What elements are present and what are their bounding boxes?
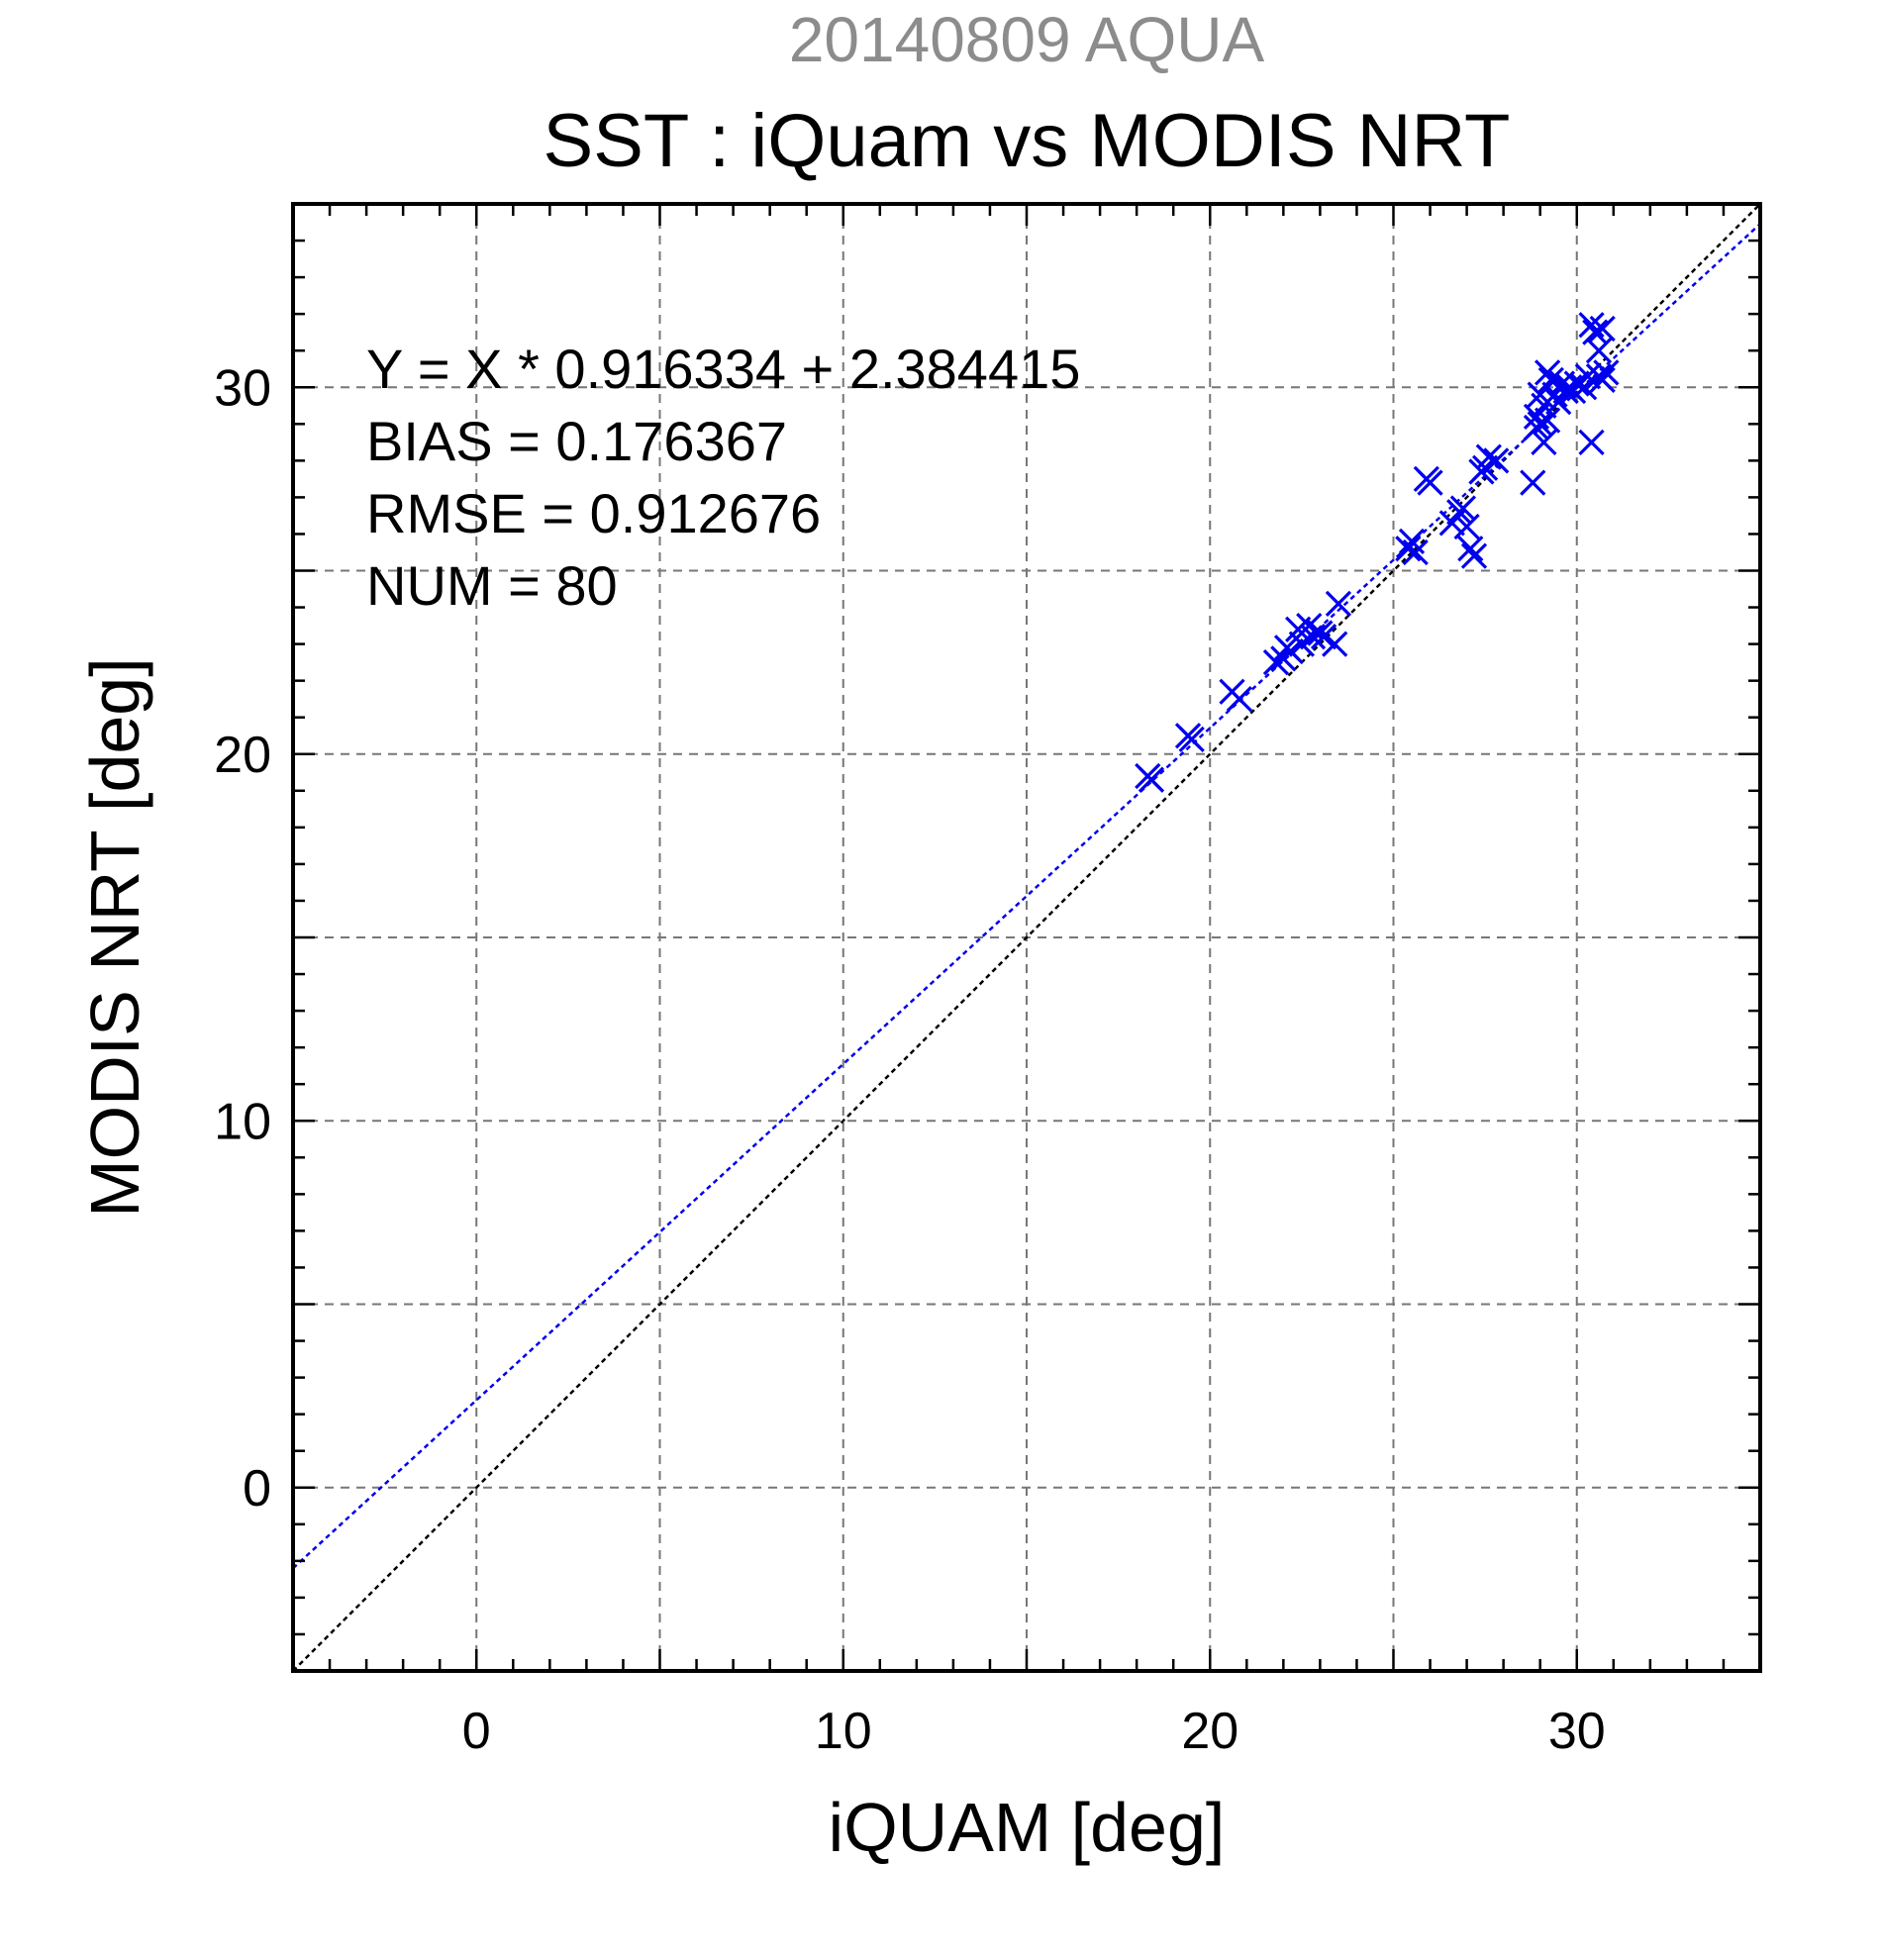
data-point (1453, 513, 1480, 540)
stats-fit-equation: Y = X * 0.916334 + 2.384415 (366, 338, 1080, 400)
stats-num: NUM = 80 (366, 554, 618, 617)
data-point (1593, 359, 1620, 386)
x-tick-labels: 0 10 20 30 (462, 1703, 1606, 1760)
y-tick-labels: 0 10 20 30 (214, 359, 271, 1518)
data-point (1589, 366, 1616, 393)
x-tick-label: 0 (462, 1703, 491, 1760)
data-point (1563, 370, 1590, 397)
data-point (1310, 624, 1337, 650)
x-tick-label: 10 (815, 1703, 872, 1760)
data-point (1417, 469, 1443, 496)
grid-lines (293, 204, 1760, 1671)
x-tick-label: 30 (1548, 1703, 1606, 1760)
data-point (1277, 637, 1304, 665)
x-tick-label: 20 (1181, 1703, 1238, 1760)
y-tick-label: 0 (243, 1460, 271, 1518)
data-point (1178, 726, 1205, 753)
data-point (1325, 590, 1352, 617)
data-point (1395, 536, 1422, 562)
data-points (1135, 312, 1620, 793)
data-point (1589, 315, 1616, 343)
y-tick-label: 20 (214, 727, 271, 784)
data-point (1138, 766, 1165, 793)
data-point (1534, 407, 1561, 434)
stats-box: Y = X * 0.916334 + 2.384415 BIAS = 0.176… (366, 338, 1080, 617)
data-point (1322, 631, 1348, 657)
reference-lines (293, 204, 1760, 1671)
date-label: 20140809 AQUA (789, 4, 1265, 75)
data-point (1226, 686, 1253, 713)
y-tick-label: 30 (214, 359, 271, 417)
y-axis-label: MODIS NRT [deg] (76, 657, 153, 1217)
data-point (1288, 631, 1316, 657)
data-point (1299, 624, 1327, 650)
stats-rmse: RMSE = 0.912676 (366, 482, 821, 544)
data-point (1438, 510, 1465, 537)
data-point (1457, 536, 1484, 562)
data-point (1578, 429, 1605, 455)
y-tick-label: 10 (214, 1093, 271, 1150)
stats-bias: BIAS = 0.176367 (366, 410, 787, 472)
data-point (1402, 539, 1429, 566)
data-point (1460, 542, 1488, 569)
x-axis-label: iQUAM [deg] (829, 1789, 1226, 1866)
chart-title: SST : iQuam vs MODIS NRT (544, 99, 1511, 183)
data-point (1585, 338, 1613, 364)
regression-line (293, 223, 1760, 1570)
data-point (1531, 429, 1557, 455)
data-point (1483, 447, 1510, 474)
plot-frame (291, 202, 1762, 1673)
data-point (1262, 648, 1290, 676)
data-point (1520, 469, 1546, 496)
data-point (1475, 443, 1502, 470)
